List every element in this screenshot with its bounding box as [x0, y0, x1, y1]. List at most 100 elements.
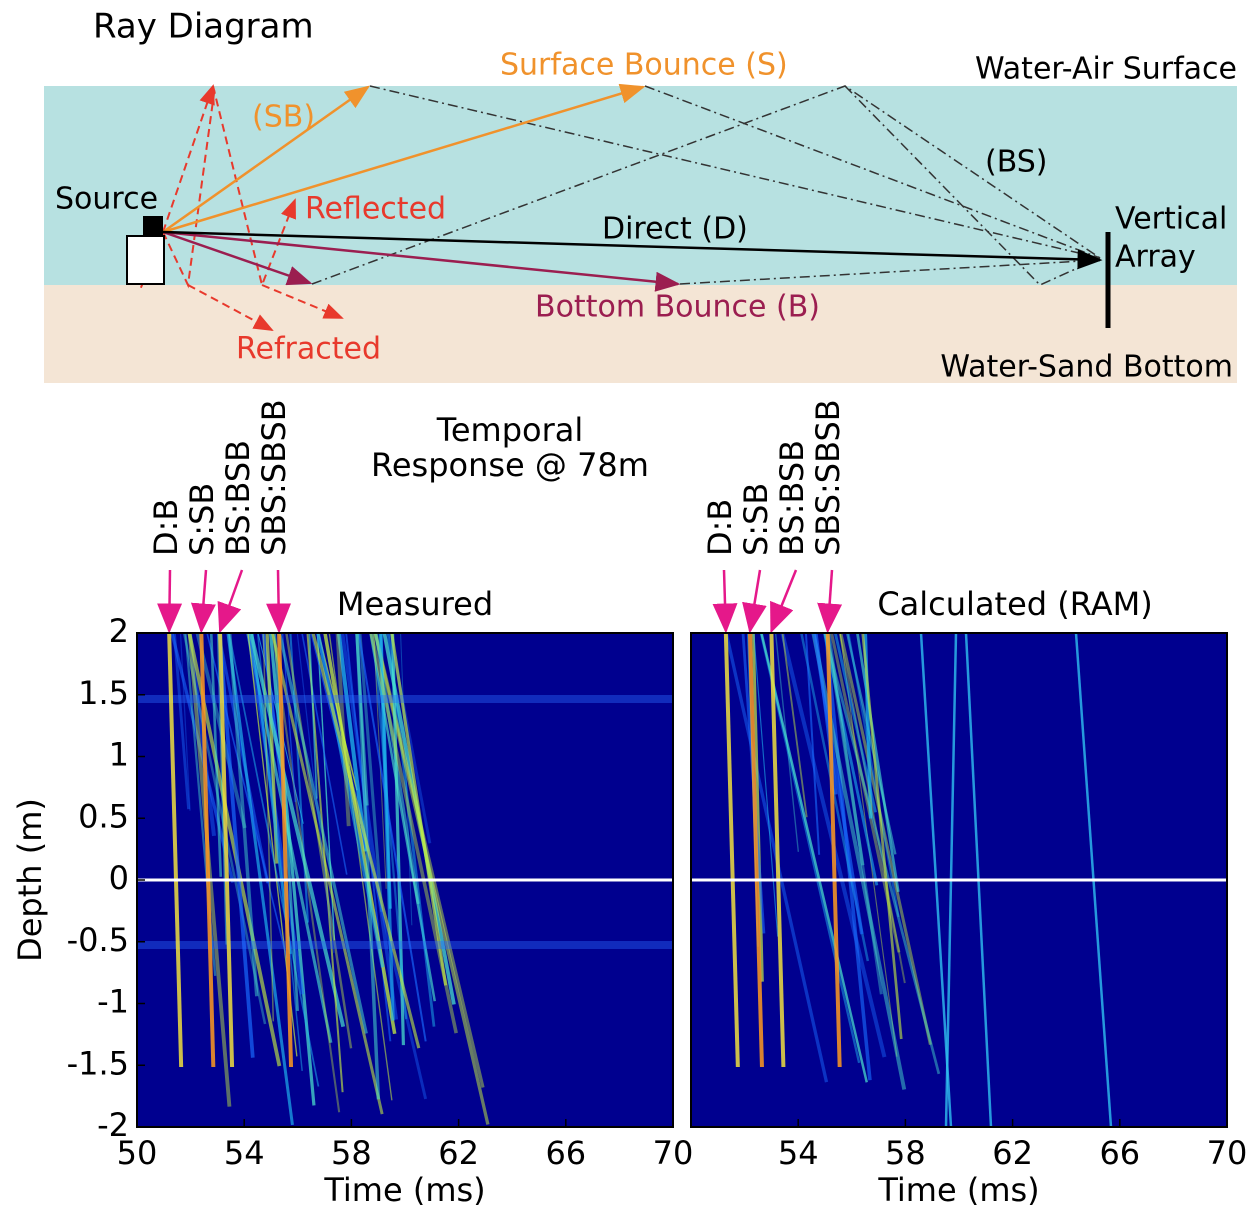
texture — [838, 633, 906, 984]
heatmap — [723, 633, 1113, 1127]
texture — [228, 633, 320, 1087]
texture — [179, 633, 191, 811]
x-tick-label: 62 — [438, 1134, 479, 1172]
label: Water-Air Surface — [975, 52, 1237, 87]
label: Vertical — [1115, 202, 1227, 237]
y-tick-label: -1.5 — [67, 1044, 129, 1082]
label: Array — [1115, 240, 1196, 275]
arrival-arrow — [157, 569, 183, 634]
heading: Temporal — [436, 411, 584, 449]
water — [44, 86, 1237, 285]
panel-title: Measured — [337, 585, 493, 623]
arrival-streak — [199, 633, 216, 1068]
texture — [209, 633, 223, 877]
arrival-arrow — [817, 569, 843, 634]
texture — [308, 633, 318, 799]
texture — [172, 633, 191, 810]
texture — [187, 633, 217, 837]
y-tick-label: 1.5 — [78, 674, 129, 712]
texture — [227, 633, 259, 997]
sand — [44, 285, 1237, 383]
arrival-arrow — [742, 569, 767, 634]
texture — [823, 633, 941, 1075]
texture — [804, 633, 821, 855]
texture — [856, 633, 900, 893]
texture — [301, 633, 348, 875]
source-box — [126, 235, 165, 285]
title: Ray Diagram — [93, 7, 314, 47]
texture — [378, 633, 395, 1021]
texture — [781, 633, 808, 818]
texture — [751, 633, 764, 982]
texture — [340, 633, 399, 1020]
texture — [289, 633, 309, 923]
arrival-label: SBS:SBSB — [809, 399, 847, 556]
x-tick-label: 54 — [778, 1134, 819, 1172]
label: Refracted — [236, 332, 381, 367]
texture — [400, 633, 413, 926]
texture — [335, 633, 351, 827]
texture — [137, 941, 673, 949]
x-axis-label: Time (ms) — [323, 1171, 485, 1209]
arrival-streak — [825, 633, 842, 1068]
texture — [823, 633, 879, 886]
heading: Response @ 78m — [371, 446, 649, 484]
texture — [833, 633, 877, 813]
arrival-streak — [277, 633, 294, 1068]
arrival-arrow — [266, 569, 292, 634]
x-tick-label: 50 — [117, 1134, 158, 1172]
texture — [355, 633, 369, 806]
y-tick-label: -1 — [97, 983, 129, 1021]
arrival-arrow — [190, 569, 216, 634]
arrival-label: D:B — [147, 499, 185, 556]
texture — [217, 633, 255, 1058]
x-tick-label: 70 — [653, 1134, 694, 1172]
texture — [825, 633, 865, 866]
ray — [162, 230, 313, 286]
source-icon — [143, 216, 163, 235]
texture — [170, 633, 235, 883]
texture — [369, 633, 458, 1034]
texture — [358, 633, 384, 912]
arrival-label: D:B — [701, 499, 739, 556]
label: (SB) — [252, 100, 315, 135]
arrival-streak — [747, 633, 764, 1068]
arrival-streak — [723, 633, 740, 1068]
arrival-arrow — [712, 569, 738, 634]
arrival-label: BS:BSB — [219, 440, 257, 556]
label: Reflected — [305, 192, 446, 227]
arrival-label: BS:BSB — [773, 440, 811, 556]
heatmap — [137, 633, 673, 1126]
y-tick-label: -2 — [97, 1106, 129, 1144]
x-tick-label: 58 — [885, 1134, 926, 1172]
texture — [296, 633, 335, 954]
arrival-streak — [769, 633, 786, 1068]
y-tick-label: 1 — [109, 736, 129, 774]
texture — [248, 633, 346, 1028]
arrival-arrow — [217, 569, 244, 634]
x-tick-label: 54 — [224, 1134, 265, 1172]
texture — [216, 633, 227, 945]
x-tick-label: 70 — [1207, 1134, 1248, 1172]
texture — [861, 633, 903, 1040]
label: Water-Sand Bottom — [940, 350, 1233, 385]
label: Surface Bounce (S) — [500, 48, 788, 83]
x-axis-label: Time (ms) — [877, 1171, 1039, 1209]
frame — [690, 632, 1228, 1128]
texture — [839, 633, 932, 1046]
arrival-label: S:SB — [183, 483, 221, 556]
label: Bottom Bounce (B) — [535, 290, 820, 325]
texture — [753, 633, 779, 937]
texture — [250, 633, 292, 955]
ray — [162, 85, 371, 234]
texture — [336, 633, 368, 852]
y-axis-label: Depth (m) — [11, 798, 49, 962]
label: (BS) — [985, 145, 1048, 180]
x-tick-label: 66 — [1099, 1134, 1140, 1172]
arrival-arrow — [770, 569, 798, 634]
arrival-streak — [167, 633, 184, 1068]
arrival-label: SBS:SBSB — [255, 399, 293, 556]
y-tick-label: 0 — [109, 859, 129, 897]
texture — [357, 633, 427, 1042]
